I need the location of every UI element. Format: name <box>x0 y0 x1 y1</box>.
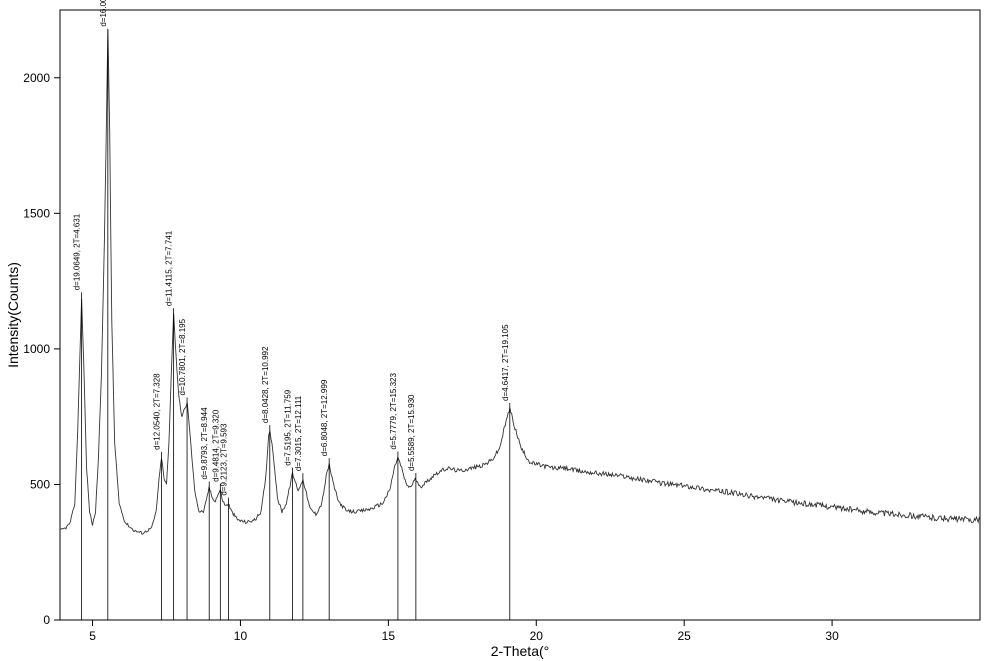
peak-label: d=8.0428, 2T=10.992 <box>261 346 270 423</box>
peak-label: d=9.8793, 2T=8.944 <box>200 407 209 480</box>
y-tick-label: 0 <box>43 613 50 627</box>
x-axis-label: 2-Theta(° <box>491 643 550 659</box>
plot-border <box>60 10 980 620</box>
x-tick-label: 25 <box>678 629 692 643</box>
peak-label: d=9.2123, 2T=9.593 <box>219 423 228 496</box>
y-axis-label: Intensity(Counts) <box>5 262 21 368</box>
y-tick-label: 2000 <box>23 71 50 85</box>
peak-label: d=7.5195, 2T=11.759 <box>283 389 292 465</box>
peak-label: d=7.3015, 2T=12.111 <box>294 395 303 471</box>
x-tick-label: 10 <box>234 629 248 643</box>
peak-label: d=4.6417, 2T=19.105 <box>501 324 510 401</box>
x-tick-label: 5 <box>89 629 96 643</box>
x-tick-label: 20 <box>530 629 544 643</box>
peak-label: d=19.0649, 2T=4.631 <box>73 213 82 290</box>
xrd-chart: 5 10 15 20 25 30 2-Theta(° 0 500 1000 1500 2000 Inte… <box>0 0 1000 661</box>
peak-label: d=12.0540, 2T=7.328 <box>152 373 161 450</box>
peak-label: d=5.7779, 2T=15.323 <box>389 373 398 450</box>
peak-label: d=11.4115, 2T=7.741 <box>165 230 174 306</box>
chart-svg: 5 10 15 20 25 30 2-Theta(° 0 500 1000 1500 2000 Inte… <box>0 0 1000 661</box>
peak-label: d=16.0058, 2T=5.517 <box>99 0 108 27</box>
peak-label: d=5.5589, 2T=15.930 <box>407 394 416 471</box>
y-tick-label: 500 <box>30 477 50 491</box>
xrd-trace <box>60 30 980 534</box>
x-tick-label: 15 <box>382 629 396 643</box>
x-tick-label: 30 <box>825 629 839 643</box>
y-tick-label: 1500 <box>23 206 50 220</box>
peak-label: d=10.7801, 2T=8.195 <box>178 318 187 395</box>
peak-label: d=6.8048, 2T=12.999 <box>320 379 329 456</box>
y-tick-label: 1000 <box>23 342 50 356</box>
